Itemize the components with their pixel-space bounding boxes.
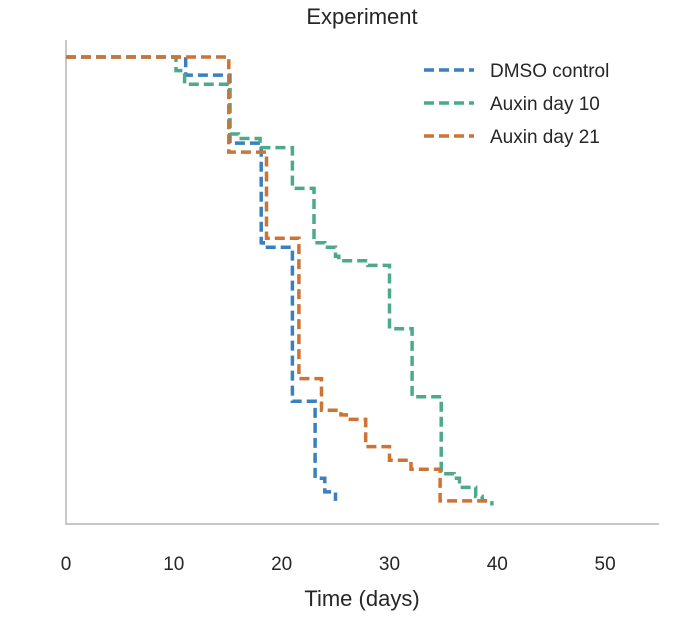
x-tick-label: 40 bbox=[487, 554, 508, 575]
chart-title: Experiment bbox=[306, 4, 417, 29]
x-tick-label: 50 bbox=[595, 554, 616, 575]
x-tick-label: 10 bbox=[163, 554, 184, 575]
x-tick-label: 30 bbox=[379, 554, 400, 575]
series-line bbox=[66, 55, 338, 501]
legend-label: Auxin day 10 bbox=[490, 94, 600, 115]
series-line bbox=[66, 55, 492, 503]
series-line bbox=[66, 55, 494, 506]
x-tick-label: 0 bbox=[61, 554, 72, 575]
x-axis-label: Time (days) bbox=[304, 586, 419, 611]
legend-label: DMSO control bbox=[490, 61, 609, 82]
legend-label: Auxin day 21 bbox=[490, 127, 600, 148]
plot-lines bbox=[66, 55, 494, 506]
x-tick-label: 20 bbox=[271, 554, 292, 575]
x-tick-labels: 0 10 20 30 40 50 bbox=[61, 554, 616, 575]
legend: DMSO control Auxin day 10 Auxin day 21 bbox=[424, 61, 609, 148]
